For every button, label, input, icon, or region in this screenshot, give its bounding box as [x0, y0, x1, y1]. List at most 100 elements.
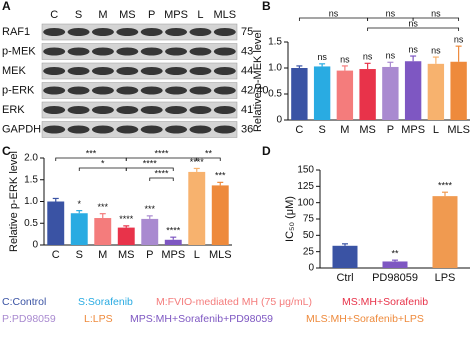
blot-band — [116, 47, 139, 56]
blot-band — [189, 106, 212, 114]
y-axis-label: Relative p-ERK level — [8, 151, 20, 252]
bracket — [125, 167, 174, 171]
bracket-label: ns — [431, 8, 441, 18]
bracket — [412, 17, 460, 21]
lane-label: MLS — [214, 9, 237, 21]
blot-band — [189, 67, 212, 75]
blot-strip — [41, 82, 238, 99]
legend-entry: S:Sorafenib — [78, 296, 133, 308]
error-bar — [296, 65, 303, 68]
blot-strip — [41, 43, 238, 60]
bracket-label: ** — [205, 148, 213, 158]
bracket — [196, 157, 221, 161]
blot-band — [43, 28, 66, 36]
bar — [117, 227, 135, 245]
error-bar — [392, 259, 398, 262]
error-bar — [76, 210, 83, 214]
annotation: *** — [97, 202, 108, 212]
bracket-label: **** — [154, 148, 169, 158]
error-bar — [410, 55, 417, 62]
bar — [432, 196, 458, 268]
row-size: 44 — [241, 65, 253, 77]
blot-band — [213, 125, 236, 134]
blot-band — [67, 125, 90, 134]
bracket — [367, 27, 460, 31]
bracket-label: *** — [86, 148, 97, 158]
annotation: ns — [340, 54, 350, 64]
error-bar — [193, 167, 200, 172]
blot-band — [116, 86, 139, 95]
error-bar — [387, 61, 394, 67]
lane-label: MPS — [164, 9, 188, 21]
bar — [332, 245, 358, 268]
blot-band — [91, 125, 114, 134]
bar — [188, 171, 206, 245]
bar — [164, 239, 182, 245]
annotation: ns — [454, 35, 464, 45]
blot-band — [91, 67, 114, 75]
y-tick-label: 2.0 — [24, 153, 38, 164]
y-tick-label: 75 — [303, 214, 315, 225]
blot-strip — [41, 121, 238, 138]
row-size: 75 — [241, 26, 253, 38]
x-tick-label: MPS — [161, 249, 185, 261]
x-tick-label: M — [340, 124, 349, 136]
blot-band — [91, 47, 114, 56]
blot-band — [213, 28, 236, 36]
x-tick-label: MLS — [209, 249, 232, 261]
blot-band — [140, 125, 163, 134]
blot-band — [67, 67, 90, 75]
annotation: * — [77, 199, 81, 209]
x-tick-label: MLS — [447, 124, 470, 136]
blot-band — [91, 86, 114, 95]
blot-band — [140, 28, 163, 36]
bar — [211, 185, 229, 245]
x-tick-label: MS — [359, 124, 376, 136]
bracket — [149, 177, 174, 181]
lane-label: S — [75, 9, 82, 21]
y-tick-label: 0.5 — [24, 218, 38, 229]
bracket-label: **** — [154, 168, 169, 178]
bar — [382, 261, 408, 268]
blot-band — [67, 28, 90, 36]
blot-band — [165, 67, 188, 75]
x-tick-label: P — [387, 124, 394, 136]
blot-strip — [41, 62, 238, 80]
x-tick-label: PD98059 — [372, 272, 418, 284]
legend-entry: MLS:MH+Sorafenib+LPS — [306, 313, 424, 325]
error-bar — [99, 213, 106, 219]
blot-band — [140, 67, 163, 75]
blot-strip — [41, 101, 238, 119]
legend-entry: MPS:MH+Sorafenib+PD98059 — [130, 313, 273, 325]
blot-band — [43, 67, 66, 75]
annotation: **** — [190, 157, 205, 167]
annotation: **** — [166, 226, 181, 236]
x-tick-label: MPS — [401, 124, 425, 136]
error-bar — [170, 236, 177, 240]
legend-entry: L:LPS — [84, 313, 113, 325]
legend-entry: C:Control — [2, 296, 46, 308]
error-bar — [432, 56, 439, 64]
blot-band — [165, 125, 188, 134]
error-bar — [455, 45, 462, 62]
blot-band — [116, 67, 139, 75]
x-tick-label: L — [194, 249, 200, 261]
panel-label: A — [2, 0, 11, 13]
annotation: *** — [144, 204, 155, 214]
blot-band — [43, 47, 66, 56]
bar — [94, 218, 112, 245]
blot-band — [140, 47, 163, 56]
x-tick-label: M — [98, 249, 107, 261]
y-tick-label: 0 — [308, 263, 314, 274]
blot-band — [189, 125, 212, 134]
blot-band — [67, 86, 90, 95]
row-size: 41 — [241, 104, 253, 116]
blot-band — [67, 47, 90, 56]
blot-band — [140, 106, 163, 114]
lane-label: MS — [119, 9, 136, 21]
y-tick-label: 100 — [297, 197, 314, 208]
bracket-label: ns — [329, 8, 339, 18]
error-bar — [364, 62, 371, 70]
annotation: **** — [119, 214, 134, 224]
blot-strip — [41, 23, 238, 41]
